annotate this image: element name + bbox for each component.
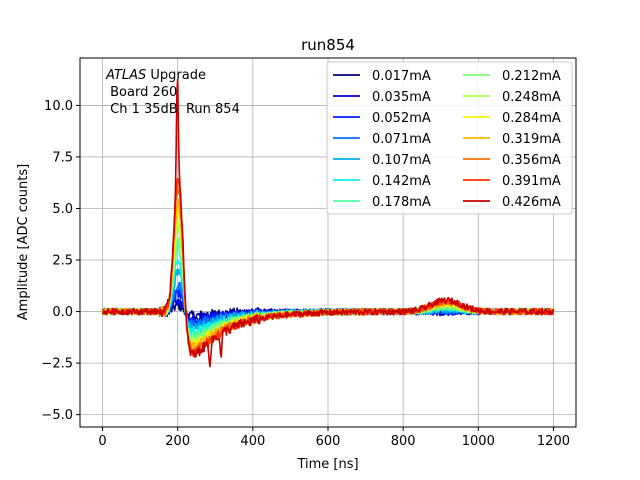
x-tick-label: 600 [316,434,341,449]
legend-label: 0.035mA [372,90,431,105]
legend-label: 0.017mA [372,69,431,84]
y-axis: −5.0 −2.5 0.0 2.5 5.0 7.5 10.0 [41,99,80,423]
legend-box [326,61,573,215]
y-axis-label: Amplitude [ADC counts] [16,164,31,320]
y-tick-label: 0.0 [52,305,73,320]
legend-label: 0.107mA [372,153,431,168]
legend-label: 0.052mA [372,111,431,126]
x-axis-label: Time [ns] [296,457,358,472]
annotation-line-3: Ch 1 35dB Run 854 [106,102,240,117]
legend-label: 0.391mA [502,174,561,189]
annotation-line-2: Board 260 [106,85,177,100]
x-tick-label: 200 [165,434,190,449]
legend-label: 0.356mA [502,153,561,168]
series-line-0.426mA [101,78,555,368]
chart-title: run854 [301,36,355,54]
series-group [101,78,555,368]
y-tick-label: 5.0 [52,202,73,217]
legend-label: 0.284mA [502,111,561,126]
y-tick-label: 10.0 [44,99,73,114]
legend: 0.017mA 0.035mA 0.052mA 0.071mA 0.107mA 0.142… [326,61,573,215]
annotation-line-1: ATLAS Upgrade [105,68,206,83]
y-tick-label: −2.5 [41,357,73,372]
run-annotation: ATLAS Upgrade Board 260 Ch 1 35dB Run 85… [105,68,240,117]
legend-label: 0.248mA [502,90,561,105]
y-tick-label: 2.5 [52,254,73,269]
annotation-experiment: ATLAS [105,68,146,83]
x-tick-label: 1200 [537,434,570,449]
x-axis: 0 200 400 600 800 1000 1200 [98,427,570,449]
legend-label: 0.212mA [502,69,561,84]
legend-label: 0.319mA [502,132,561,147]
x-tick-label: 0 [98,434,106,449]
legend-label: 0.071mA [372,132,431,147]
x-tick-label: 400 [240,434,265,449]
annotation-experiment-suffix: Upgrade [146,68,206,83]
x-tick-label: 800 [391,434,416,449]
y-tick-label: −5.0 [41,408,73,423]
legend-label: 0.178mA [372,195,431,210]
legend-label: 0.426mA [502,195,561,210]
x-tick-label: 1000 [462,434,495,449]
legend-label: 0.142mA [372,174,431,189]
y-tick-label: 7.5 [52,150,73,165]
